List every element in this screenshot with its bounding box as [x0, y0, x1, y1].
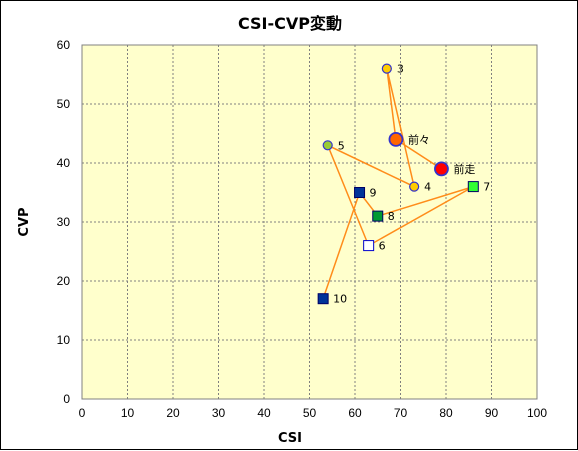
- x-tick-label: 50: [303, 406, 317, 420]
- grid: [82, 45, 537, 399]
- y-tick-label: 10: [57, 333, 71, 347]
- x-tick-label: 30: [212, 406, 226, 420]
- x-axis-title: CSI: [278, 431, 302, 446]
- y-tick-label: 20: [57, 274, 71, 288]
- data-points: [317, 63, 479, 305]
- x-tick-label: 0: [79, 406, 86, 420]
- data-point: [317, 293, 329, 305]
- data-point: [363, 240, 375, 252]
- data-label: 前々: [408, 132, 430, 146]
- data-label: 7: [483, 181, 490, 194]
- data-label: 前走: [453, 162, 475, 176]
- y-tick-label: 30: [57, 215, 71, 229]
- plot-border: [81, 44, 538, 400]
- data-point: [409, 181, 420, 192]
- data-label: 8: [388, 210, 395, 223]
- data-point: [381, 63, 392, 74]
- point-labels: 前走 前々 3 4 5 6 7 89 10: [333, 63, 490, 306]
- data-point: [372, 210, 384, 222]
- x-tick-label: 40: [257, 406, 271, 420]
- data-label: 4: [424, 181, 431, 194]
- series-path: [322, 68, 474, 299]
- series-line: [322, 68, 474, 299]
- x-tick-label: 10: [121, 406, 135, 420]
- y-tick-label: 40: [57, 156, 71, 170]
- y-tick-label: 50: [57, 97, 71, 111]
- x-tick-label: 20: [166, 406, 180, 420]
- data-label: 3: [397, 63, 404, 76]
- data-point: [467, 181, 479, 193]
- data-label: 9: [370, 187, 377, 200]
- x-tick-label: 100: [527, 406, 547, 420]
- x-tick-label: 80: [439, 406, 453, 420]
- data-label: 5: [338, 139, 345, 152]
- data-point: [434, 161, 449, 177]
- y-tick-label: 60: [57, 38, 71, 52]
- data-point: [322, 140, 333, 151]
- chart-title: CSI-CVP変動: [238, 14, 342, 33]
- x-tick-label: 70: [394, 406, 408, 420]
- data-point: [354, 187, 366, 198]
- data-label: 6: [379, 240, 386, 253]
- x-tick-label: 90: [485, 406, 499, 420]
- y-tick-label: 0: [63, 392, 70, 406]
- data-label: 10: [333, 293, 347, 306]
- data-point: [388, 131, 404, 147]
- y-axis-title: CVP: [17, 207, 32, 236]
- x-tick-label: 60: [348, 406, 362, 420]
- tick-labels: 0 10 20 30 40 50 60 70 80 90 100 0 10 20 30 40 50 60: [57, 38, 548, 420]
